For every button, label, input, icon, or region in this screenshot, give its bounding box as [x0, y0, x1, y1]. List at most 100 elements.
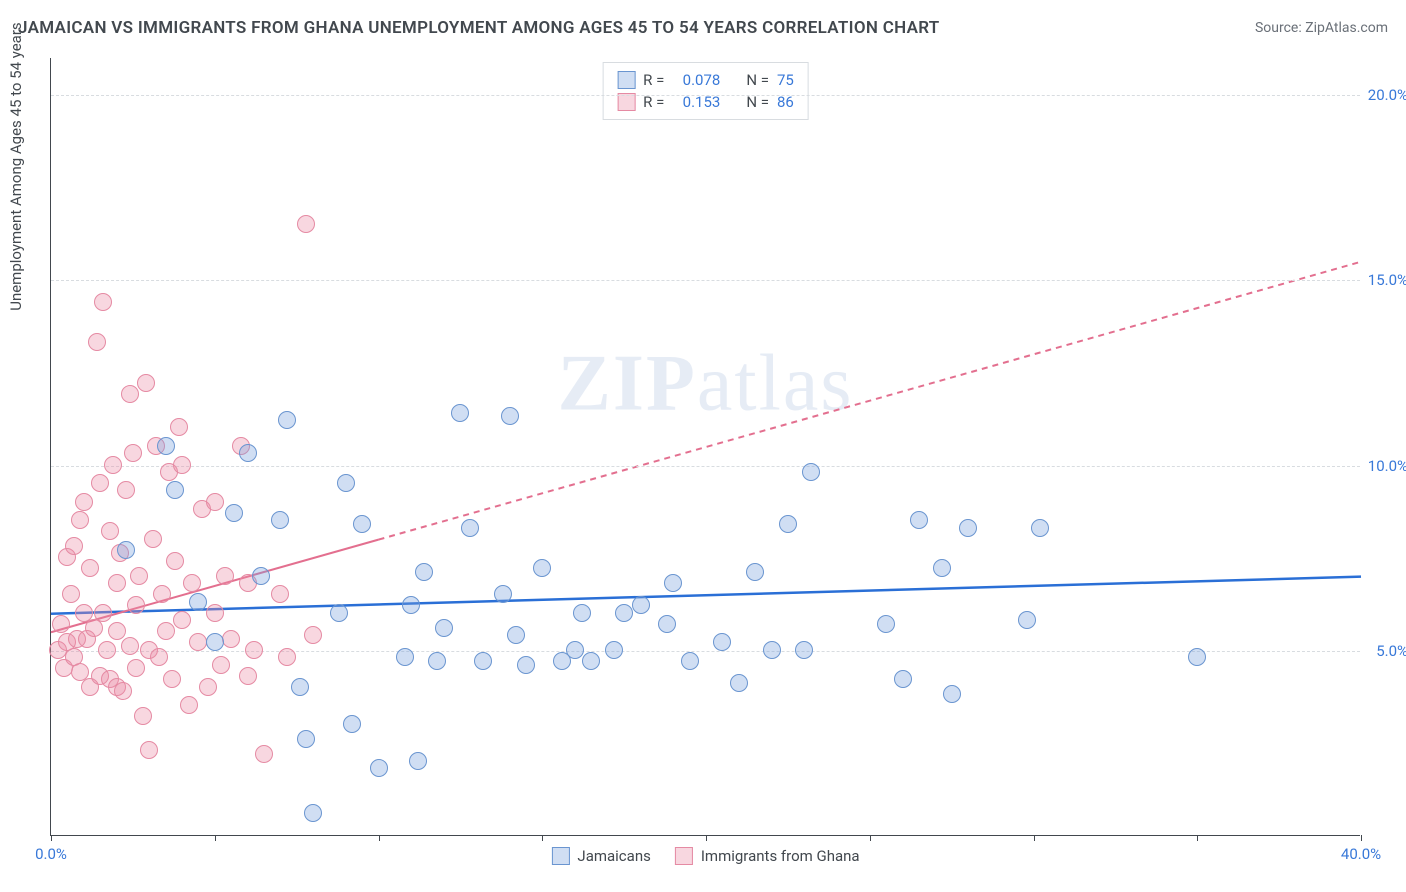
plot-area: ZIPatlas R =0.078N =75R =0.153N =86 Jama… [50, 58, 1360, 836]
x-tick [1197, 835, 1198, 841]
data-point [121, 385, 139, 403]
data-point [632, 596, 650, 614]
data-point [189, 633, 207, 651]
data-point [245, 641, 263, 659]
data-point [304, 626, 322, 644]
data-point [216, 567, 234, 585]
data-point [943, 685, 961, 703]
data-point [507, 626, 525, 644]
data-point [681, 652, 699, 670]
n-value: 75 [777, 71, 794, 89]
source-label: Source: ZipAtlas.com [1255, 20, 1388, 36]
data-point [101, 522, 119, 540]
data-point [94, 604, 112, 622]
data-point [802, 463, 820, 481]
gridline [51, 95, 1360, 96]
data-point [108, 574, 126, 592]
data-point [75, 493, 93, 511]
data-point [114, 682, 132, 700]
r-value: 0.078 [672, 71, 720, 89]
y-tick-label: 5.0% [1376, 642, 1406, 660]
data-point [180, 696, 198, 714]
data-point [330, 604, 348, 622]
r-label: R = [643, 71, 664, 89]
data-point [343, 715, 361, 733]
data-point [206, 493, 224, 511]
data-point [144, 530, 162, 548]
data-point [239, 444, 257, 462]
x-tick [542, 835, 543, 841]
x-tick [1361, 835, 1362, 841]
data-point [713, 633, 731, 651]
x-tick [379, 835, 380, 841]
y-axis-label: Unemployment Among Ages 45 to 54 years [7, 22, 25, 310]
data-point [127, 659, 145, 677]
series-label: Jamaicans [577, 847, 650, 865]
data-point [206, 604, 224, 622]
data-point [91, 474, 109, 492]
data-point [278, 411, 296, 429]
series-legend-item: Jamaicans [551, 847, 650, 865]
data-point [533, 559, 551, 577]
data-point [206, 633, 224, 651]
data-point [291, 678, 309, 696]
data-point [396, 648, 414, 666]
data-point [137, 374, 155, 392]
x-tick [51, 835, 52, 841]
data-point [108, 622, 126, 640]
data-point [271, 511, 289, 529]
series-legend-item: Immigrants from Ghana [675, 847, 860, 865]
data-point [779, 515, 797, 533]
data-point [304, 804, 322, 822]
data-point [370, 759, 388, 777]
data-point [52, 615, 70, 633]
data-point [157, 622, 175, 640]
data-point [140, 741, 158, 759]
data-point [297, 730, 315, 748]
data-point [746, 563, 764, 581]
data-point [517, 656, 535, 674]
data-point [157, 437, 175, 455]
data-point [278, 648, 296, 666]
data-point [573, 604, 591, 622]
data-point [65, 537, 83, 555]
data-point [933, 559, 951, 577]
data-point [877, 615, 895, 633]
data-point [428, 652, 446, 670]
data-point [664, 574, 682, 592]
data-point [474, 652, 492, 670]
data-point [615, 604, 633, 622]
data-point [225, 504, 243, 522]
data-point [130, 567, 148, 585]
data-point [409, 752, 427, 770]
stats-legend: R =0.078N =75R =0.153N =86 [602, 62, 809, 120]
stats-legend-row: R = 0.078 N = 75 [617, 69, 794, 91]
data-point [189, 593, 207, 611]
data-point [763, 641, 781, 659]
data-point [255, 745, 273, 763]
data-point [566, 641, 584, 659]
n-label: N = [746, 71, 769, 89]
legend-swatch [675, 847, 693, 865]
data-point [1018, 611, 1036, 629]
data-point [297, 215, 315, 233]
x-tick [706, 835, 707, 841]
data-point [271, 585, 289, 603]
data-point [435, 619, 453, 637]
data-point [173, 611, 191, 629]
gridline [51, 280, 1360, 281]
data-point [199, 678, 217, 696]
data-point [134, 707, 152, 725]
data-point [894, 670, 912, 688]
data-point [337, 474, 355, 492]
data-point [222, 630, 240, 648]
data-point [183, 574, 201, 592]
data-point [117, 481, 135, 499]
data-point [239, 667, 257, 685]
data-point [1188, 648, 1206, 666]
legend-swatch [551, 847, 569, 865]
data-point [959, 519, 977, 537]
data-point [353, 515, 371, 533]
data-point [212, 656, 230, 674]
data-point [166, 481, 184, 499]
